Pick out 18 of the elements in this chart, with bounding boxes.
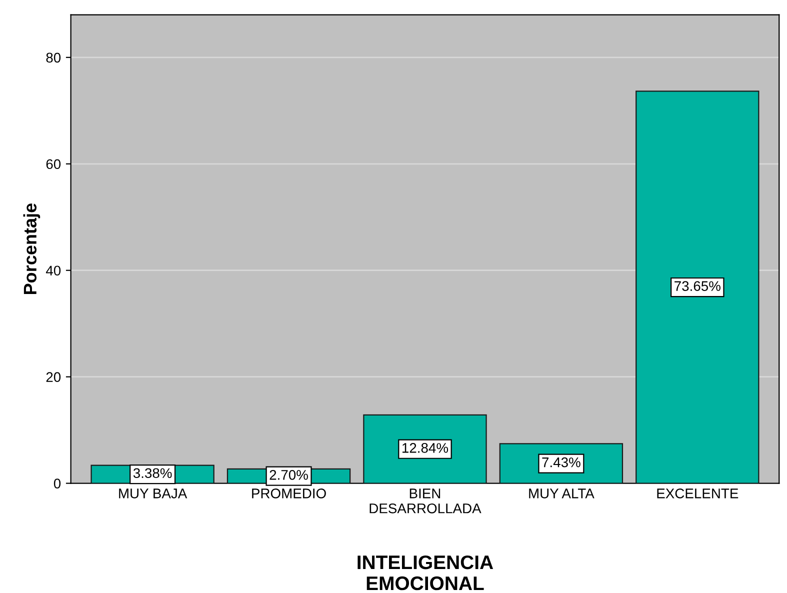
y-tick-label: 20 (46, 372, 61, 382)
x-tick-label: MUY ALTA (529, 488, 594, 498)
y-tick-label: 80 (46, 52, 61, 63)
data-label: 12.84% (402, 443, 448, 453)
bar (636, 90, 760, 484)
x-tick-label: BIEN DESARROLLADA (370, 488, 482, 514)
data-label: 7.43% (542, 457, 580, 468)
y-axis-title: Porcentaje (23, 204, 40, 294)
data-label: 2.70% (270, 470, 308, 480)
data-label: 73.65% (674, 281, 720, 291)
x-tick-label: MUY BAJA (119, 488, 188, 498)
y-tick-label: 60 (46, 159, 61, 170)
x-tick-label: PROMEDIO (252, 488, 326, 498)
x-axis-title: INTELIGENCIA EMOCIONAL (358, 555, 494, 590)
data-label: 3.38% (133, 468, 172, 478)
x-tick-label: EXCELENTE (657, 488, 738, 498)
y-tick-label: 40 (46, 266, 61, 276)
y-tick-label: 0 (54, 478, 61, 488)
